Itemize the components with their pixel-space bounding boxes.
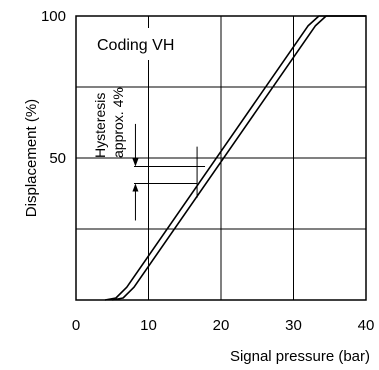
- y-axis-label: Displacement (%): [23, 99, 40, 217]
- grid: [76, 16, 366, 300]
- hysteresis-annotation: Coding VH Hysteresis approx. 4%: [89, 28, 206, 221]
- x-tick-label-30: 30: [285, 317, 302, 334]
- coding-label: Coding VH: [97, 37, 174, 54]
- annotation-background: [89, 28, 172, 60]
- hysteresis-label-line1: Hysteresis: [92, 93, 108, 158]
- plot-frame: [75, 15, 367, 301]
- y-tick-label-100: 100: [41, 8, 66, 25]
- x-axis-label: Signal pressure (bar): [230, 348, 370, 365]
- tick-labels: 0 10 20 30 40 50 100: [41, 8, 374, 334]
- x-tick-label-0: 0: [72, 317, 80, 334]
- x-tick-label-10: 10: [140, 317, 157, 334]
- x-tick-label-40: 40: [358, 317, 375, 334]
- hysteresis-label: Hysteresis approx. 4%: [92, 87, 126, 158]
- arrow-down-icon: [132, 158, 139, 167]
- x-tick-label-20: 20: [213, 317, 230, 334]
- arrow-up-icon: [132, 183, 139, 192]
- y-tick-label-50: 50: [49, 150, 66, 167]
- hysteresis-label-line2: approx. 4%: [110, 87, 126, 158]
